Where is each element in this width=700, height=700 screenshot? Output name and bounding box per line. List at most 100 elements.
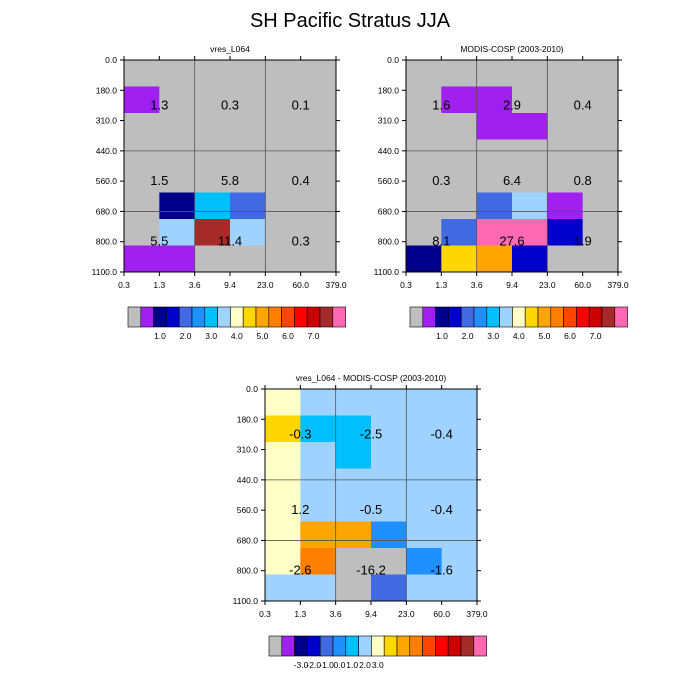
heatmap-cell — [335, 495, 372, 522]
colorbar: 1.0 2.0 3.0 4.0 5.0 6.0 7.0 — [127, 306, 346, 341]
colorbar-swatch — [345, 635, 359, 657]
colorbar-swatch — [537, 306, 552, 328]
heatmap-panel-c: 0.3 1.3 3.6 9.4 23.0 60.0 379.0 0.0 180.0 310.0 44… — [233, 373, 488, 670]
x-tick-label: 3.6 — [330, 609, 342, 619]
heatmap-cell — [441, 389, 478, 416]
heatmap-cell — [406, 468, 443, 496]
heatmap-cell — [265, 548, 301, 575]
heatmap-cell — [582, 113, 619, 140]
heatmap-cell — [194, 60, 231, 87]
heatmap-cell — [371, 442, 407, 469]
heatmap-cell — [194, 166, 231, 193]
heatmap-cell — [124, 219, 160, 246]
colorbar-swatch — [191, 306, 206, 328]
heatmap-cell — [265, 468, 301, 496]
colorbar-swatch — [499, 306, 513, 328]
y-tick-label: 800.0 — [378, 237, 400, 247]
heatmap-cell — [441, 468, 478, 496]
y-tick-label: 180.0 — [378, 85, 400, 95]
heatmap-cell — [265, 442, 301, 469]
heatmap-cell — [300, 495, 337, 522]
cell-value-label: 0.3 — [432, 173, 450, 188]
heatmap-cell — [194, 139, 231, 167]
cell-value-label: -16.2 — [356, 563, 386, 578]
y-tick-label: 0.0 — [387, 55, 399, 65]
heatmap-cell — [194, 245, 231, 273]
cell-value-label: 5.8 — [221, 173, 239, 188]
heatmap-cell — [547, 192, 584, 220]
x-tick-label: 379.0 — [325, 280, 347, 290]
heatmap-cell — [512, 113, 548, 140]
heatmap-cell — [547, 86, 584, 114]
heatmap-cell — [300, 166, 337, 193]
heatmap-cell — [406, 86, 442, 114]
cell-value-label: 6.4 — [503, 173, 521, 188]
y-tick-label: 680.0 — [237, 535, 259, 545]
colorbar-swatch — [307, 635, 321, 657]
cell-value-label: 1.9 — [574, 234, 592, 249]
heatmap-cell — [230, 139, 266, 167]
y-tick-label: 440.0 — [96, 146, 118, 156]
colorbar-swatch — [281, 635, 295, 657]
heatmap-cell — [230, 60, 266, 87]
y-tick-label: 310.0 — [378, 116, 400, 126]
colorbar-swatch — [409, 306, 424, 328]
heatmap-cell — [265, 574, 301, 602]
cell-value-label: 0.3 — [221, 97, 239, 112]
heatmap-cell — [335, 442, 372, 469]
cell-value-label: 2.9 — [503, 97, 521, 112]
colorbar-swatch — [409, 635, 423, 657]
colorbar-label: 6.0 — [564, 331, 576, 341]
colorbar-swatch — [550, 306, 564, 328]
heatmap-cell — [406, 389, 443, 416]
heatmap-cell — [582, 219, 619, 246]
colorbar-label: 0.0 — [333, 660, 345, 670]
colorbar-swatch — [447, 635, 462, 657]
colorbar-swatch — [294, 635, 308, 657]
heatmap-cell — [582, 139, 619, 167]
heatmap-cell — [300, 192, 337, 220]
heatmap-cell — [300, 60, 337, 87]
heatmap-cell — [124, 192, 160, 220]
heatmap-cell — [371, 548, 407, 575]
heatmap-cell — [335, 468, 372, 496]
heatmap-cell — [265, 521, 301, 549]
colorbar-label: -2.0 — [306, 660, 321, 670]
colorbar-swatch — [306, 306, 321, 328]
heatmap-cell — [124, 166, 160, 193]
colorbar-label: -3.0 — [294, 660, 309, 670]
heatmap-cell — [194, 219, 231, 246]
heatmap-cell — [300, 113, 337, 140]
heatmap-cell — [159, 86, 196, 114]
heatmap-cell — [441, 86, 478, 114]
y-tick-label: 180.0 — [237, 414, 259, 424]
y-tick-label: 680.0 — [378, 206, 400, 216]
colorbar-swatch — [217, 306, 231, 328]
colorbar-swatch — [255, 306, 270, 328]
heatmap-cell — [159, 245, 196, 273]
heatmap-cell — [406, 521, 443, 549]
colorbar-swatch — [268, 635, 283, 657]
cell-value-label: 8.1 — [432, 234, 450, 249]
heatmap-cell — [300, 548, 337, 575]
x-tick-label: 1.3 — [153, 280, 165, 290]
heatmap-cell — [371, 495, 407, 522]
x-tick-label: 379.0 — [466, 609, 488, 619]
x-tick-label: 379.0 — [607, 280, 629, 290]
heatmap-cell — [406, 442, 443, 469]
colorbar-swatch — [319, 306, 334, 328]
colorbar-swatch — [563, 306, 577, 328]
colorbar-label: 7.0 — [590, 331, 602, 341]
cell-value-label: 0.4 — [292, 173, 310, 188]
x-tick-label: 60.0 — [574, 280, 591, 290]
colorbar-swatch — [268, 306, 282, 328]
heatmap-cell — [406, 219, 442, 246]
y-tick-label: 0.0 — [246, 384, 258, 394]
heatmap-cell — [300, 389, 337, 416]
heatmap-cell — [371, 468, 407, 496]
colorbar-label: 3.0 — [487, 331, 499, 341]
colorbar-swatch — [230, 306, 244, 328]
x-tick-label: 3.6 — [471, 280, 483, 290]
panel-title: vres_L064 - MODIS-COSP (2003-2010) — [296, 373, 447, 383]
heatmap-cell — [441, 192, 478, 220]
